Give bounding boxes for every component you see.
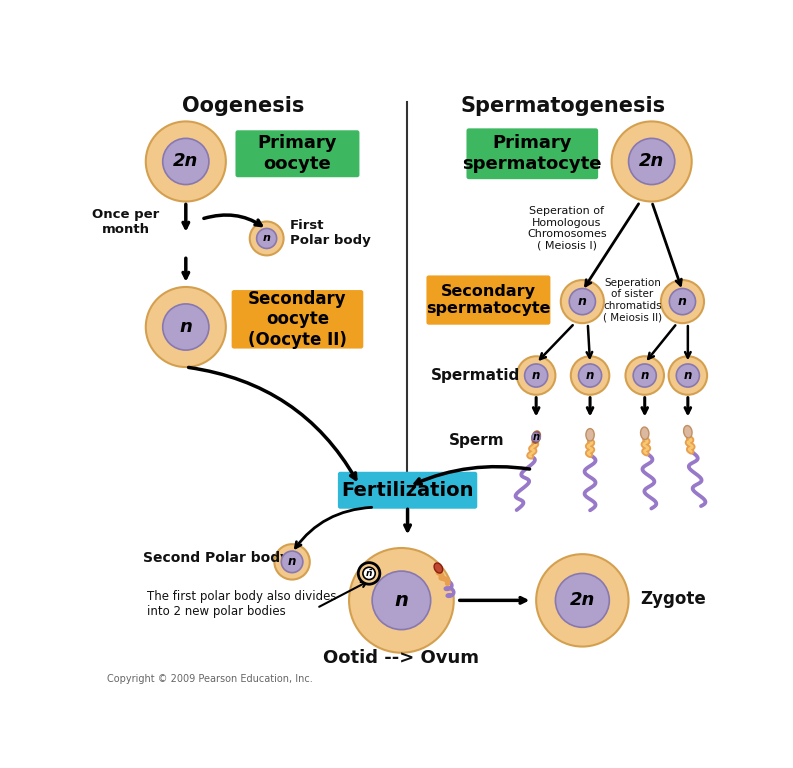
Circle shape [257, 228, 277, 249]
Text: 2n: 2n [173, 153, 198, 170]
Text: n: n [533, 432, 540, 442]
Text: Secondary
oocyte
(Oocyte II): Secondary oocyte (Oocyte II) [248, 290, 347, 349]
Text: n: n [678, 295, 687, 308]
Text: Copyright © 2009 Pearson Education, Inc.: Copyright © 2009 Pearson Education, Inc. [107, 674, 313, 684]
Circle shape [555, 574, 609, 627]
Text: Once per
month: Once per month [92, 207, 159, 236]
FancyBboxPatch shape [466, 128, 598, 179]
Circle shape [146, 121, 226, 201]
Text: n: n [684, 369, 692, 382]
Circle shape [517, 356, 555, 395]
Circle shape [250, 221, 284, 256]
Circle shape [349, 548, 454, 653]
Text: Second Polar body: Second Polar body [144, 551, 289, 565]
Text: Spermatogenesis: Spermatogenesis [461, 96, 665, 116]
Circle shape [569, 289, 596, 315]
Circle shape [676, 364, 699, 387]
Text: n: n [262, 233, 270, 243]
Ellipse shape [434, 563, 442, 573]
Circle shape [661, 280, 704, 323]
Circle shape [571, 356, 609, 395]
Text: n: n [586, 369, 594, 382]
Circle shape [372, 571, 431, 630]
Circle shape [633, 364, 657, 387]
Text: n: n [179, 318, 192, 336]
Circle shape [274, 545, 310, 580]
Text: 2n: 2n [639, 153, 665, 170]
Circle shape [626, 356, 664, 395]
Text: Oogenesis: Oogenesis [182, 96, 305, 116]
Circle shape [163, 138, 209, 184]
Text: Primary
oocyte: Primary oocyte [258, 134, 337, 173]
Circle shape [363, 568, 375, 580]
Circle shape [525, 364, 548, 387]
Ellipse shape [641, 427, 649, 439]
Text: Fertilization: Fertilization [341, 481, 474, 500]
Circle shape [536, 554, 629, 647]
Text: n: n [394, 591, 408, 610]
Ellipse shape [532, 431, 541, 443]
Text: n: n [532, 369, 540, 382]
Circle shape [561, 280, 604, 323]
FancyBboxPatch shape [427, 276, 550, 325]
Text: Seperation
of sister
chromatids
( Meiosis II): Seperation of sister chromatids ( Meiosi… [603, 278, 662, 323]
Circle shape [282, 551, 303, 573]
Circle shape [358, 563, 380, 584]
Text: 2n: 2n [569, 591, 595, 609]
Text: Seperation of
Homologous
Chromosomes
( Meiosis I): Seperation of Homologous Chromosomes ( M… [527, 206, 607, 251]
Ellipse shape [684, 425, 692, 438]
Circle shape [629, 138, 675, 184]
Circle shape [532, 433, 540, 442]
Ellipse shape [586, 429, 594, 441]
Circle shape [669, 289, 695, 315]
Text: Zygote: Zygote [640, 590, 706, 607]
Circle shape [668, 356, 707, 395]
Text: Spermatid: Spermatid [431, 368, 520, 383]
Text: First
Polar body: First Polar body [289, 219, 370, 247]
FancyBboxPatch shape [338, 472, 477, 508]
Text: Secondary
spermatocyte: Secondary spermatocyte [426, 284, 550, 316]
Text: n: n [288, 555, 297, 568]
FancyBboxPatch shape [236, 131, 359, 177]
Text: n̄: n̄ [366, 569, 372, 578]
Circle shape [611, 121, 691, 201]
Text: n: n [578, 295, 587, 308]
Circle shape [163, 304, 209, 350]
Text: n: n [641, 369, 649, 382]
Circle shape [146, 287, 226, 367]
Text: Primary
spermatocyte: Primary spermatocyte [462, 134, 602, 173]
FancyBboxPatch shape [232, 290, 363, 349]
Text: Ootid --> Ovum: Ootid --> Ovum [324, 649, 480, 667]
Text: The first polar body also divides
into 2 new polar bodies: The first polar body also divides into 2… [147, 591, 337, 618]
Text: Sperm: Sperm [449, 433, 504, 449]
Circle shape [579, 364, 602, 387]
